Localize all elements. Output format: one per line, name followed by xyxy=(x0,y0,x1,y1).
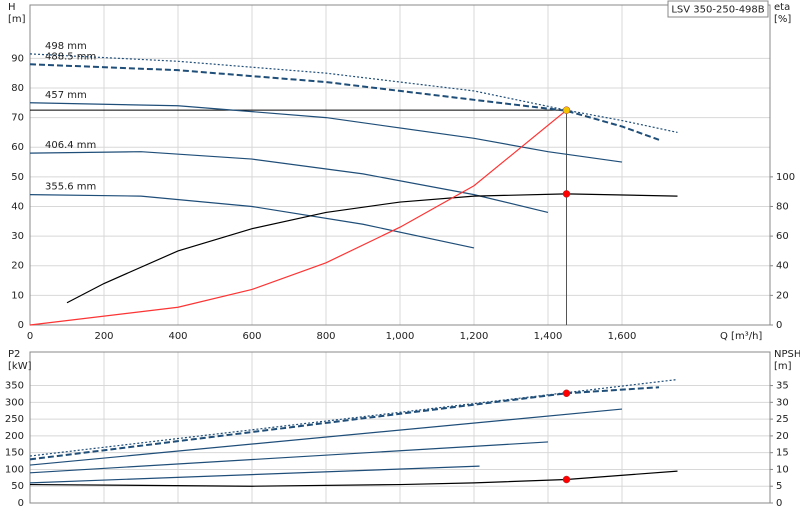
x-tick-label: 1,200 xyxy=(460,331,489,342)
y2-tick-label: 15 xyxy=(776,448,789,459)
y-tick-label: 300 xyxy=(5,397,24,408)
duty-point xyxy=(562,389,571,398)
curve-label: 457 mm xyxy=(45,90,87,101)
plot-frame xyxy=(29,4,771,326)
y-tick-label: 10 xyxy=(11,290,24,301)
y-tick-label: 80 xyxy=(11,83,24,94)
y-tick-label: 40 xyxy=(11,201,24,212)
curve xyxy=(66,193,678,304)
y2-axis-label: NPSH xyxy=(774,349,800,360)
curve xyxy=(29,53,678,133)
y2-tick-label: 35 xyxy=(776,381,789,392)
curve-label: 406.4 mm xyxy=(45,140,96,151)
y2-tick-label: 80 xyxy=(776,201,789,212)
y-tick-label: 0 xyxy=(18,320,24,331)
y2-axis-label: eta xyxy=(774,2,790,13)
y2-tick-label: 10 xyxy=(776,464,789,475)
curve xyxy=(29,102,623,163)
curve xyxy=(29,109,567,326)
plot-frame xyxy=(29,351,771,504)
curve-label: 355.6 mm xyxy=(45,182,96,193)
y2-tick-label: 60 xyxy=(776,231,789,242)
y2-axis-unit: [%] xyxy=(774,14,791,25)
y-axis-unit: [kW] xyxy=(8,361,32,372)
y-tick-label: 100 xyxy=(5,464,24,475)
y-tick-label: 150 xyxy=(5,448,24,459)
curve-label: 488.5 mm xyxy=(45,51,96,62)
x-tick-label: 1,400 xyxy=(534,331,563,342)
duty-point xyxy=(562,190,571,198)
curve xyxy=(29,408,623,466)
duty-point xyxy=(562,106,571,114)
y-axis-unit: [m] xyxy=(8,14,26,25)
y2-tick-label: 0 xyxy=(776,320,782,331)
y-tick-label: 200 xyxy=(5,431,24,442)
curve xyxy=(29,151,549,213)
curve-label: 498 mm xyxy=(45,41,87,52)
x-tick-label: 1,600 xyxy=(608,331,637,342)
y2-tick-label: 30 xyxy=(776,397,789,408)
y2-tick-label: 25 xyxy=(776,414,789,425)
curve xyxy=(29,470,678,487)
curve xyxy=(29,465,480,484)
y-tick-label: 250 xyxy=(5,414,24,425)
y-axis-label: H xyxy=(8,2,16,13)
x-tick-label: 800 xyxy=(316,331,335,342)
x-tick-label: 1,000 xyxy=(386,331,415,342)
curve xyxy=(29,194,475,249)
y-tick-label: 30 xyxy=(11,231,24,242)
y2-tick-label: 20 xyxy=(776,431,789,442)
y2-tick-label: 20 xyxy=(776,290,789,301)
y-tick-label: 20 xyxy=(11,261,24,272)
y-tick-label: 350 xyxy=(5,381,24,392)
x-tick-label: 600 xyxy=(242,331,261,342)
x-tick-label: 0 xyxy=(27,331,33,342)
curve xyxy=(29,378,678,457)
y2-tick-label: 5 xyxy=(776,481,782,492)
y2-axis-unit: [m] xyxy=(774,361,792,372)
duty-point xyxy=(562,475,571,484)
y-tick-label: 70 xyxy=(11,113,24,124)
x-tick-label: 200 xyxy=(94,331,113,342)
x-tick-label: 400 xyxy=(168,331,187,342)
legend-box xyxy=(667,0,769,18)
curve xyxy=(29,63,660,141)
y-tick-label: 90 xyxy=(11,53,24,64)
legend-text: LSV 350-250-498B xyxy=(671,5,764,16)
y-axis-label: P2 xyxy=(8,349,20,360)
y-tick-label: 50 xyxy=(11,172,24,183)
curve xyxy=(29,441,549,474)
y-tick-label: 0 xyxy=(18,498,24,509)
y2-tick-label: 100 xyxy=(776,172,795,183)
y-tick-label: 50 xyxy=(11,481,24,492)
x-axis-label: Q [m³/h] xyxy=(720,331,762,342)
y-tick-label: 60 xyxy=(11,142,24,153)
y2-tick-label: 0 xyxy=(776,498,782,509)
y2-tick-label: 40 xyxy=(776,261,789,272)
